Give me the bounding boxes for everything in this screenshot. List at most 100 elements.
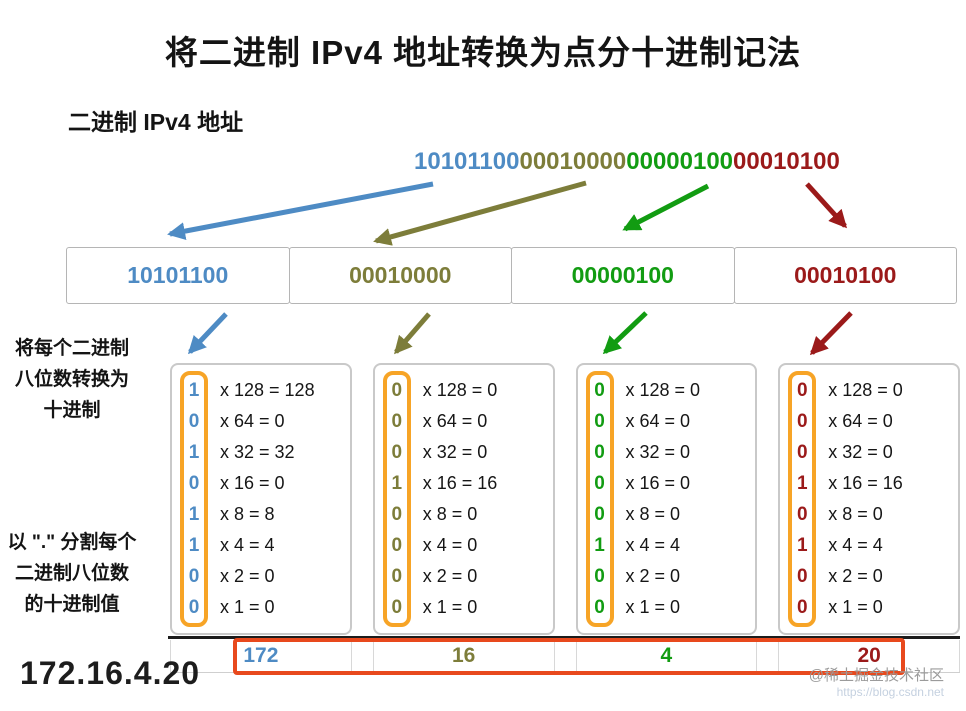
octet-box-3: 00000100 [511,247,735,304]
bit-column-1: 1 0 1 0 1 1 0 0 [180,371,208,627]
multiply-expression: x 32 = 0 [625,442,691,462]
bit-value: 0 [796,411,808,432]
bit-value: 1 [188,504,200,525]
multiply-expression: x 16 = 16 [828,473,903,493]
multiply-expression: x 1 = 0 [422,597,478,617]
bit-value: 1 [391,473,403,494]
bit-column-4: 0 0 0 1 0 1 0 0 [788,371,817,627]
bit-value: 0 [188,597,200,618]
octet-calc-column-2: 0 0 0 1 0 0 0 0 x 128 = 0 x 64 = 0 x 32 = 0 x 16 = … [372,363,555,635]
bit-value: 0 [796,442,808,463]
arrow-octet1-box-to-calc [187,312,228,355]
multiply-expression: x 8 = 0 [625,504,681,524]
bit-value: 0 [391,380,403,401]
binary-segment-2: 00010000 [519,148,627,175]
multiply-expression: x 64 = 0 [422,411,488,431]
octet-box-4: 00010100 [733,247,957,304]
bit-column-2: 0 0 0 1 0 0 0 0 [382,371,411,627]
octet-box-1: 10101100 [66,247,290,304]
bit-value: 0 [594,566,605,587]
decimal-value-2: 16 [372,640,555,672]
multiply-expression: x 128 = 128 [220,380,315,400]
bit-value: 0 [796,597,808,618]
multiply-expression: x 8 = 0 [422,504,478,524]
arrow-octet2-string-to-box [373,180,587,246]
expression-list-2: x 128 = 0 x 64 = 0 x 32 = 0 x 16 = 16 x 8 = … [423,375,498,623]
watermark: @稀土掘金技术社区 https://blog.csdn.net [809,664,944,699]
arrow-octet4-box-to-calc [809,311,853,356]
multiply-expression: x 8 = 0 [828,504,883,524]
multiply-expression: x 2 = 0 [422,566,478,586]
multiply-expression: x 4 = 4 [220,535,275,555]
bit-column-3: 0 0 0 0 0 1 0 0 [585,371,614,627]
multiply-expression: x 4 = 0 [422,535,478,555]
bit-value: 1 [594,535,605,556]
expression-list-4: x 128 = 0 x 64 = 0 x 32 = 0 x 16 = 16 x 8 = … [828,375,903,623]
bit-value: 0 [391,535,403,556]
multiply-expression: x 32 = 0 [422,442,488,462]
expression-list-1: x 128 = 128 x 64 = 0 x 32 = 32 x 16 = 0 x 8 … [220,375,315,623]
bit-value: 0 [391,597,403,618]
multiply-expression: x 64 = 0 [220,411,285,431]
multiply-expression: x 128 = 0 [422,380,498,400]
bit-value: 0 [391,411,403,432]
decimal-value-4: 20 [778,640,960,672]
bit-value: 1 [796,535,808,556]
arrow-octet1-string-to-box [167,181,434,241]
multiply-expression: x 1 = 0 [220,597,275,617]
multiply-expression: x 16 = 0 [625,473,691,493]
bit-value: 1 [188,535,200,556]
bit-value: 0 [594,597,605,618]
bit-value: 0 [391,442,403,463]
binary-segment-3: 00000100 [626,148,734,175]
calc-columns: 1 0 1 0 1 1 0 0 x 128 = 128 x 64 = 0 x 32 = 32 x 16… [170,363,960,635]
bit-value: 0 [594,442,605,463]
multiply-expression: x 1 = 0 [625,597,681,617]
multiply-expression: x 4 = 4 [625,535,681,555]
octet-row: 10101100 00010000 00000100 00010100 [66,247,957,304]
watermark-text: @稀土掘金技术社区 [808,667,944,684]
binary-string: 10101100000100000000010000010100 [414,148,840,176]
arrow-octet3-string-to-box [622,183,710,232]
decimal-value-1: 172 [170,640,352,672]
multiply-expression: x 16 = 0 [220,473,285,493]
multiply-expression: x 128 = 0 [828,380,903,400]
page-title: 将二进制 IPv4 地址转换为点分十进制记法 [164,34,802,71]
bit-value: 0 [594,380,605,401]
decimal-row: 172 16 4 20 [170,640,960,673]
multiply-expression: x 64 = 0 [625,411,691,431]
multiply-expression: x 16 = 16 [422,473,498,493]
bit-value: 0 [594,504,605,525]
bit-value: 0 [188,473,200,494]
arrow-octet2-box-to-calc [394,312,431,355]
decimal-value-3: 4 [575,640,758,672]
note-convert: 将每个二进制 八位数转换为 十进制 [14,338,129,421]
octet-box-2: 00010000 [288,247,512,304]
bit-value: 0 [594,411,605,432]
multiply-expression: x 32 = 0 [828,442,893,462]
octet-calc-column-4: 0 0 0 1 0 1 0 0 x 128 = 0 x 64 = 0 x 32 = 0 x 16 = … [778,363,960,635]
bit-value: 0 [796,504,808,525]
bit-value: 0 [796,566,808,587]
multiply-expression: x 32 = 32 [220,442,295,462]
multiply-expression: x 2 = 0 [220,566,275,586]
bit-value: 0 [391,504,403,525]
binary-segment-4: 00010100 [733,148,840,175]
dotted-decimal-result: 172.16.4.20 [20,655,201,691]
note-split: 以 "." 分割每个 二进制八位数 的十进制值 [7,532,137,615]
bit-value: 0 [188,411,200,432]
watermark-url: https://blog.csdn.net [836,685,944,699]
arrow-octet3-box-to-calc [602,311,648,355]
multiply-expression: x 128 = 0 [625,380,701,400]
bit-value: 0 [188,566,200,587]
bit-value: 0 [796,380,808,401]
bit-value: 1 [188,380,200,401]
bit-value: 0 [391,566,403,587]
expression-list-3: x 128 = 0 x 64 = 0 x 32 = 0 x 16 = 0 x 8 = 0… [626,375,701,623]
sum-line [168,636,960,639]
multiply-expression: x 2 = 0 [828,566,883,586]
multiply-expression: x 2 = 0 [625,566,681,586]
multiply-expression: x 4 = 4 [828,535,883,555]
binary-address-label: 二进制 IPv4 地址 [68,109,244,135]
binary-segment-1: 10101100 [414,148,520,175]
